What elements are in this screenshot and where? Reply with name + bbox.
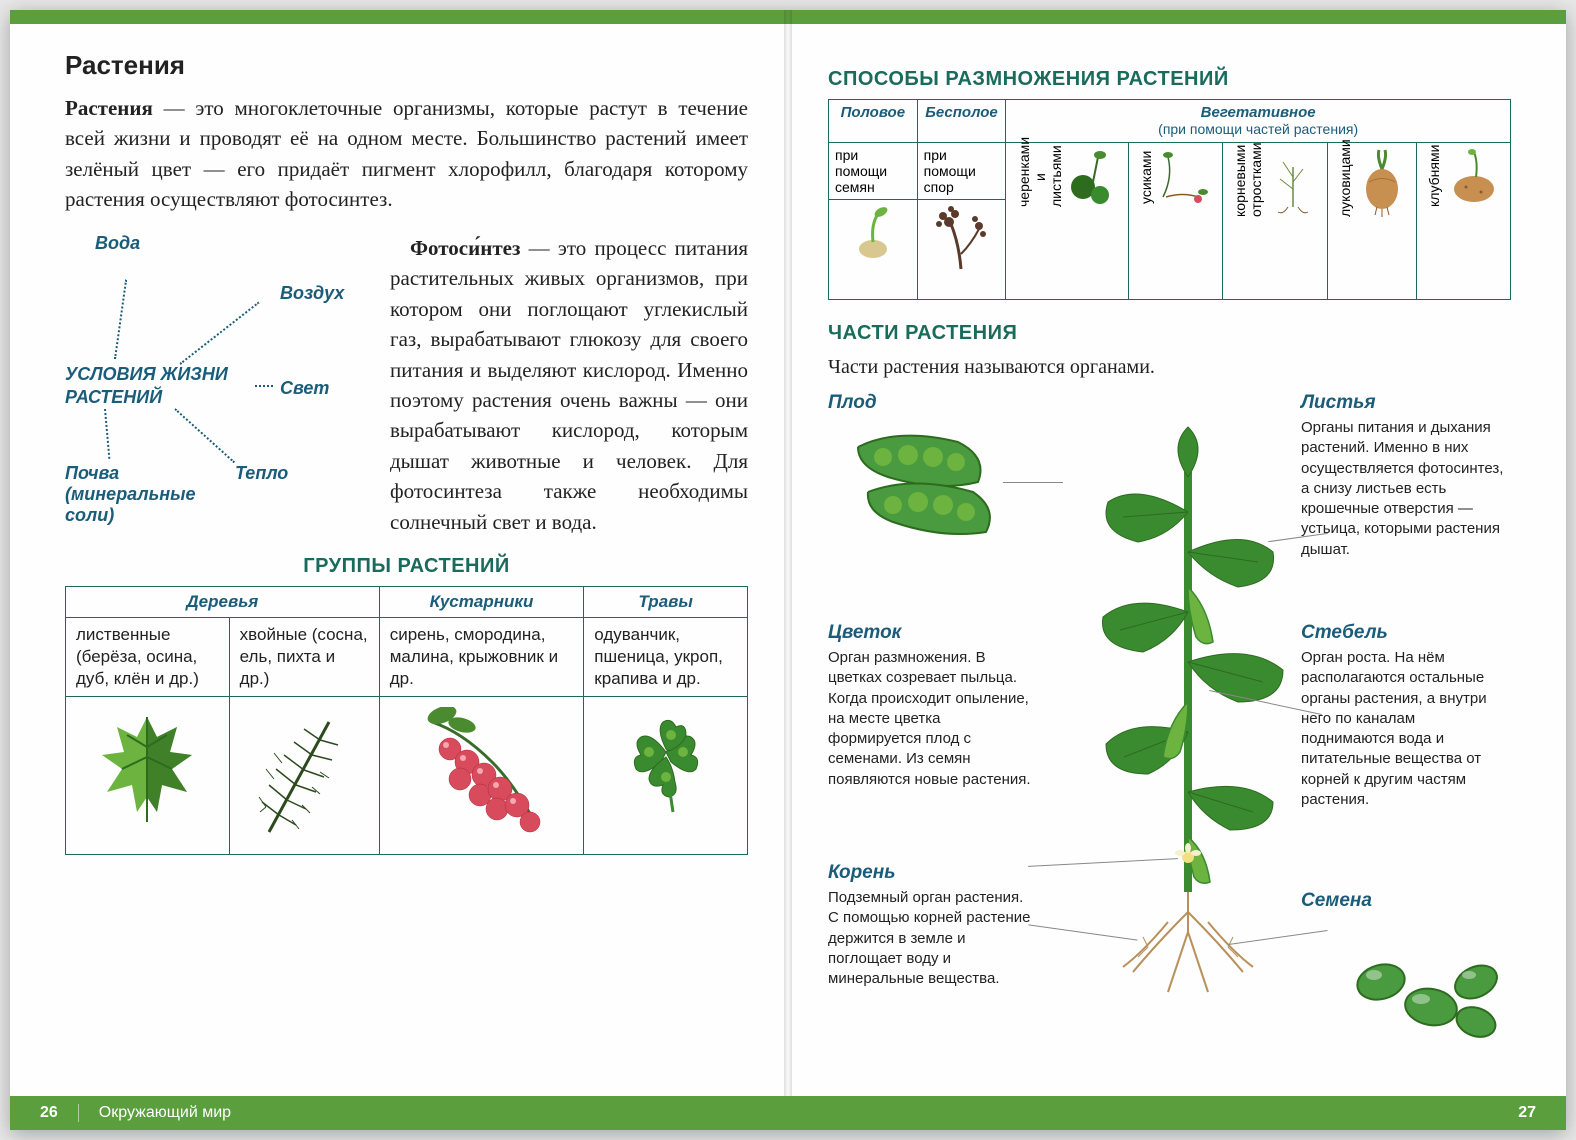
currant-berries-icon (412, 707, 552, 837)
reprod-header-vegetative: Вегетативное (при помощи частей растения… (1006, 100, 1511, 143)
cuttings-icon (1068, 147, 1118, 207)
bulb-icon (1357, 147, 1407, 217)
conifer-branch-icon (254, 707, 354, 837)
maple-leaf-icon (92, 707, 202, 827)
groups-cell-deciduous: лиственные (берёза, осина, дуб, клён и д… (66, 618, 230, 697)
reprod-header-asexual: Бесполое (917, 100, 1006, 143)
footer-subject: Окружающий мир (99, 1104, 231, 1122)
groups-img-clover (584, 697, 748, 854)
bean-plant-icon (1048, 412, 1328, 1052)
fruit-title: Плод (828, 392, 1008, 414)
cond-light: Свет (280, 378, 329, 399)
page-number-left: 26 (40, 1104, 58, 1122)
intro-text: — это многоклеточные организмы, которые … (65, 96, 748, 211)
clover-icon (621, 707, 711, 817)
root-title: Корень (828, 862, 1033, 884)
leaves-title: Листья (1301, 392, 1511, 414)
reprod-spores-label: при помощи спор (917, 143, 1006, 200)
reprod-header-sexual: Половое (829, 100, 918, 143)
reprod-bulbs: луковицами (1328, 143, 1417, 300)
cond-air: Воздух (280, 283, 344, 304)
seed-sprout-icon (843, 204, 903, 264)
part-label-stem: Стебель Орган роста. На нём располагаютс… (1301, 622, 1511, 810)
page-number-right: 27 (1518, 1104, 1536, 1122)
reprod-runners: усиками (1128, 143, 1222, 300)
groups-header-shrubs: Кустарники (379, 587, 584, 618)
reproduction-title: СПОСОБЫ РАЗМНОЖЕНИЯ РАСТЕНИЙ (828, 68, 1511, 91)
groups-header-herbs: Травы (584, 587, 748, 618)
footer-left: 26 Окружающий мир (10, 1096, 788, 1130)
groups-table: Деревья Кустарники Травы лиственные (бер… (65, 586, 748, 854)
stem-desc: Орган роста. На нём располагаются осталь… (1301, 648, 1511, 810)
cond-water: Вода (95, 233, 140, 254)
reprod-rootsprouts: корневыми отростками (1222, 143, 1328, 300)
reprod-tubers: клубнями (1417, 143, 1511, 300)
footer-right: 27 (788, 1096, 1566, 1130)
reprod-cuttings: черенками и листьями (1006, 143, 1129, 300)
intro-paragraph: Растения — это многоклеточные организмы,… (65, 93, 748, 215)
groups-img-leaf (66, 697, 230, 854)
cond-center: УСЛОВИЯ ЖИЗНИ РАСТЕНИЙ (65, 363, 250, 410)
groups-cell-conifer: хвойные (сосна, ель, пихта и др.) (229, 618, 379, 697)
page-left: Растения Растения — это многоклеточные о… (10, 10, 788, 1130)
page-title: Растения (65, 50, 748, 81)
root-desc: Подземный орган растения. С помощью корн… (828, 888, 1033, 989)
parts-title: ЧАСТИ РАСТЕНИЯ (828, 322, 1511, 345)
photo-text: — это процесс питания растительных живых… (390, 236, 748, 534)
bean-seeds-icon (1346, 947, 1506, 1047)
photosynthesis-paragraph: Фотоси́нтез — это процесс питания растит… (390, 233, 748, 537)
spores-icon (931, 204, 991, 274)
reprod-spore-img (917, 200, 1006, 300)
cond-heat: Тепло (235, 463, 288, 484)
reprod-seed-img (829, 200, 918, 300)
reproduction-table: Половое Бесполое Вегетативное (при помощ… (828, 99, 1511, 300)
part-label-fruit: Плод (828, 392, 1008, 418)
groups-cell-herbs: одуванчик, пшеница, укроп, крапива и др. (584, 618, 748, 697)
flower-desc: Орган размножения. В цветках созревает п… (828, 648, 1033, 790)
flower-title: Цветок (828, 622, 1033, 644)
runners-icon (1158, 147, 1213, 207)
groups-header-trees: Деревья (66, 587, 380, 618)
groups-title: ГРУППЫ РАСТЕНИЙ (65, 555, 748, 578)
part-label-flower: Цветок Орган размножения. В цветках созр… (828, 622, 1033, 790)
plant-parts-diagram: Плод Цветок Орган размножения. В цветках… (828, 392, 1511, 1072)
term-photosynthesis: Фотоси́нтез (410, 236, 520, 260)
part-label-seeds: Семена (1301, 890, 1511, 916)
part-label-root: Корень Подземный орган растения. С помощ… (828, 862, 1033, 989)
term-plants: Растения (65, 96, 153, 120)
groups-img-conifer (229, 697, 379, 854)
groups-img-berries (379, 697, 584, 854)
groups-cell-shrubs: сирень, смородина, малина, крыжовник и д… (379, 618, 584, 697)
life-conditions-diagram: Вода Воздух УСЛОВИЯ ЖИЗНИ РАСТЕНИЙ Свет … (65, 233, 365, 533)
rootsprouts-icon (1268, 147, 1318, 217)
book-spread: Растения Растения — это многоклеточные о… (10, 10, 1566, 1130)
tuber-icon (1446, 147, 1501, 207)
reprod-seeds-label: при помощи семян (829, 143, 918, 200)
leaves-desc: Органы питания и дыхания растений. Именн… (1301, 418, 1511, 560)
seeds-title: Семена (1301, 890, 1511, 912)
pea-pods-icon (838, 417, 1008, 557)
part-label-leaves: Листья Органы питания и дыхания растений… (1301, 392, 1511, 560)
stem-title: Стебель (1301, 622, 1511, 644)
cond-soil: Почва (минеральные соли) (65, 463, 205, 526)
parts-intro: Части растения называются органами. (828, 353, 1511, 382)
page-right: СПОСОБЫ РАЗМНОЖЕНИЯ РАСТЕНИЙ Половое Бес… (788, 10, 1566, 1130)
